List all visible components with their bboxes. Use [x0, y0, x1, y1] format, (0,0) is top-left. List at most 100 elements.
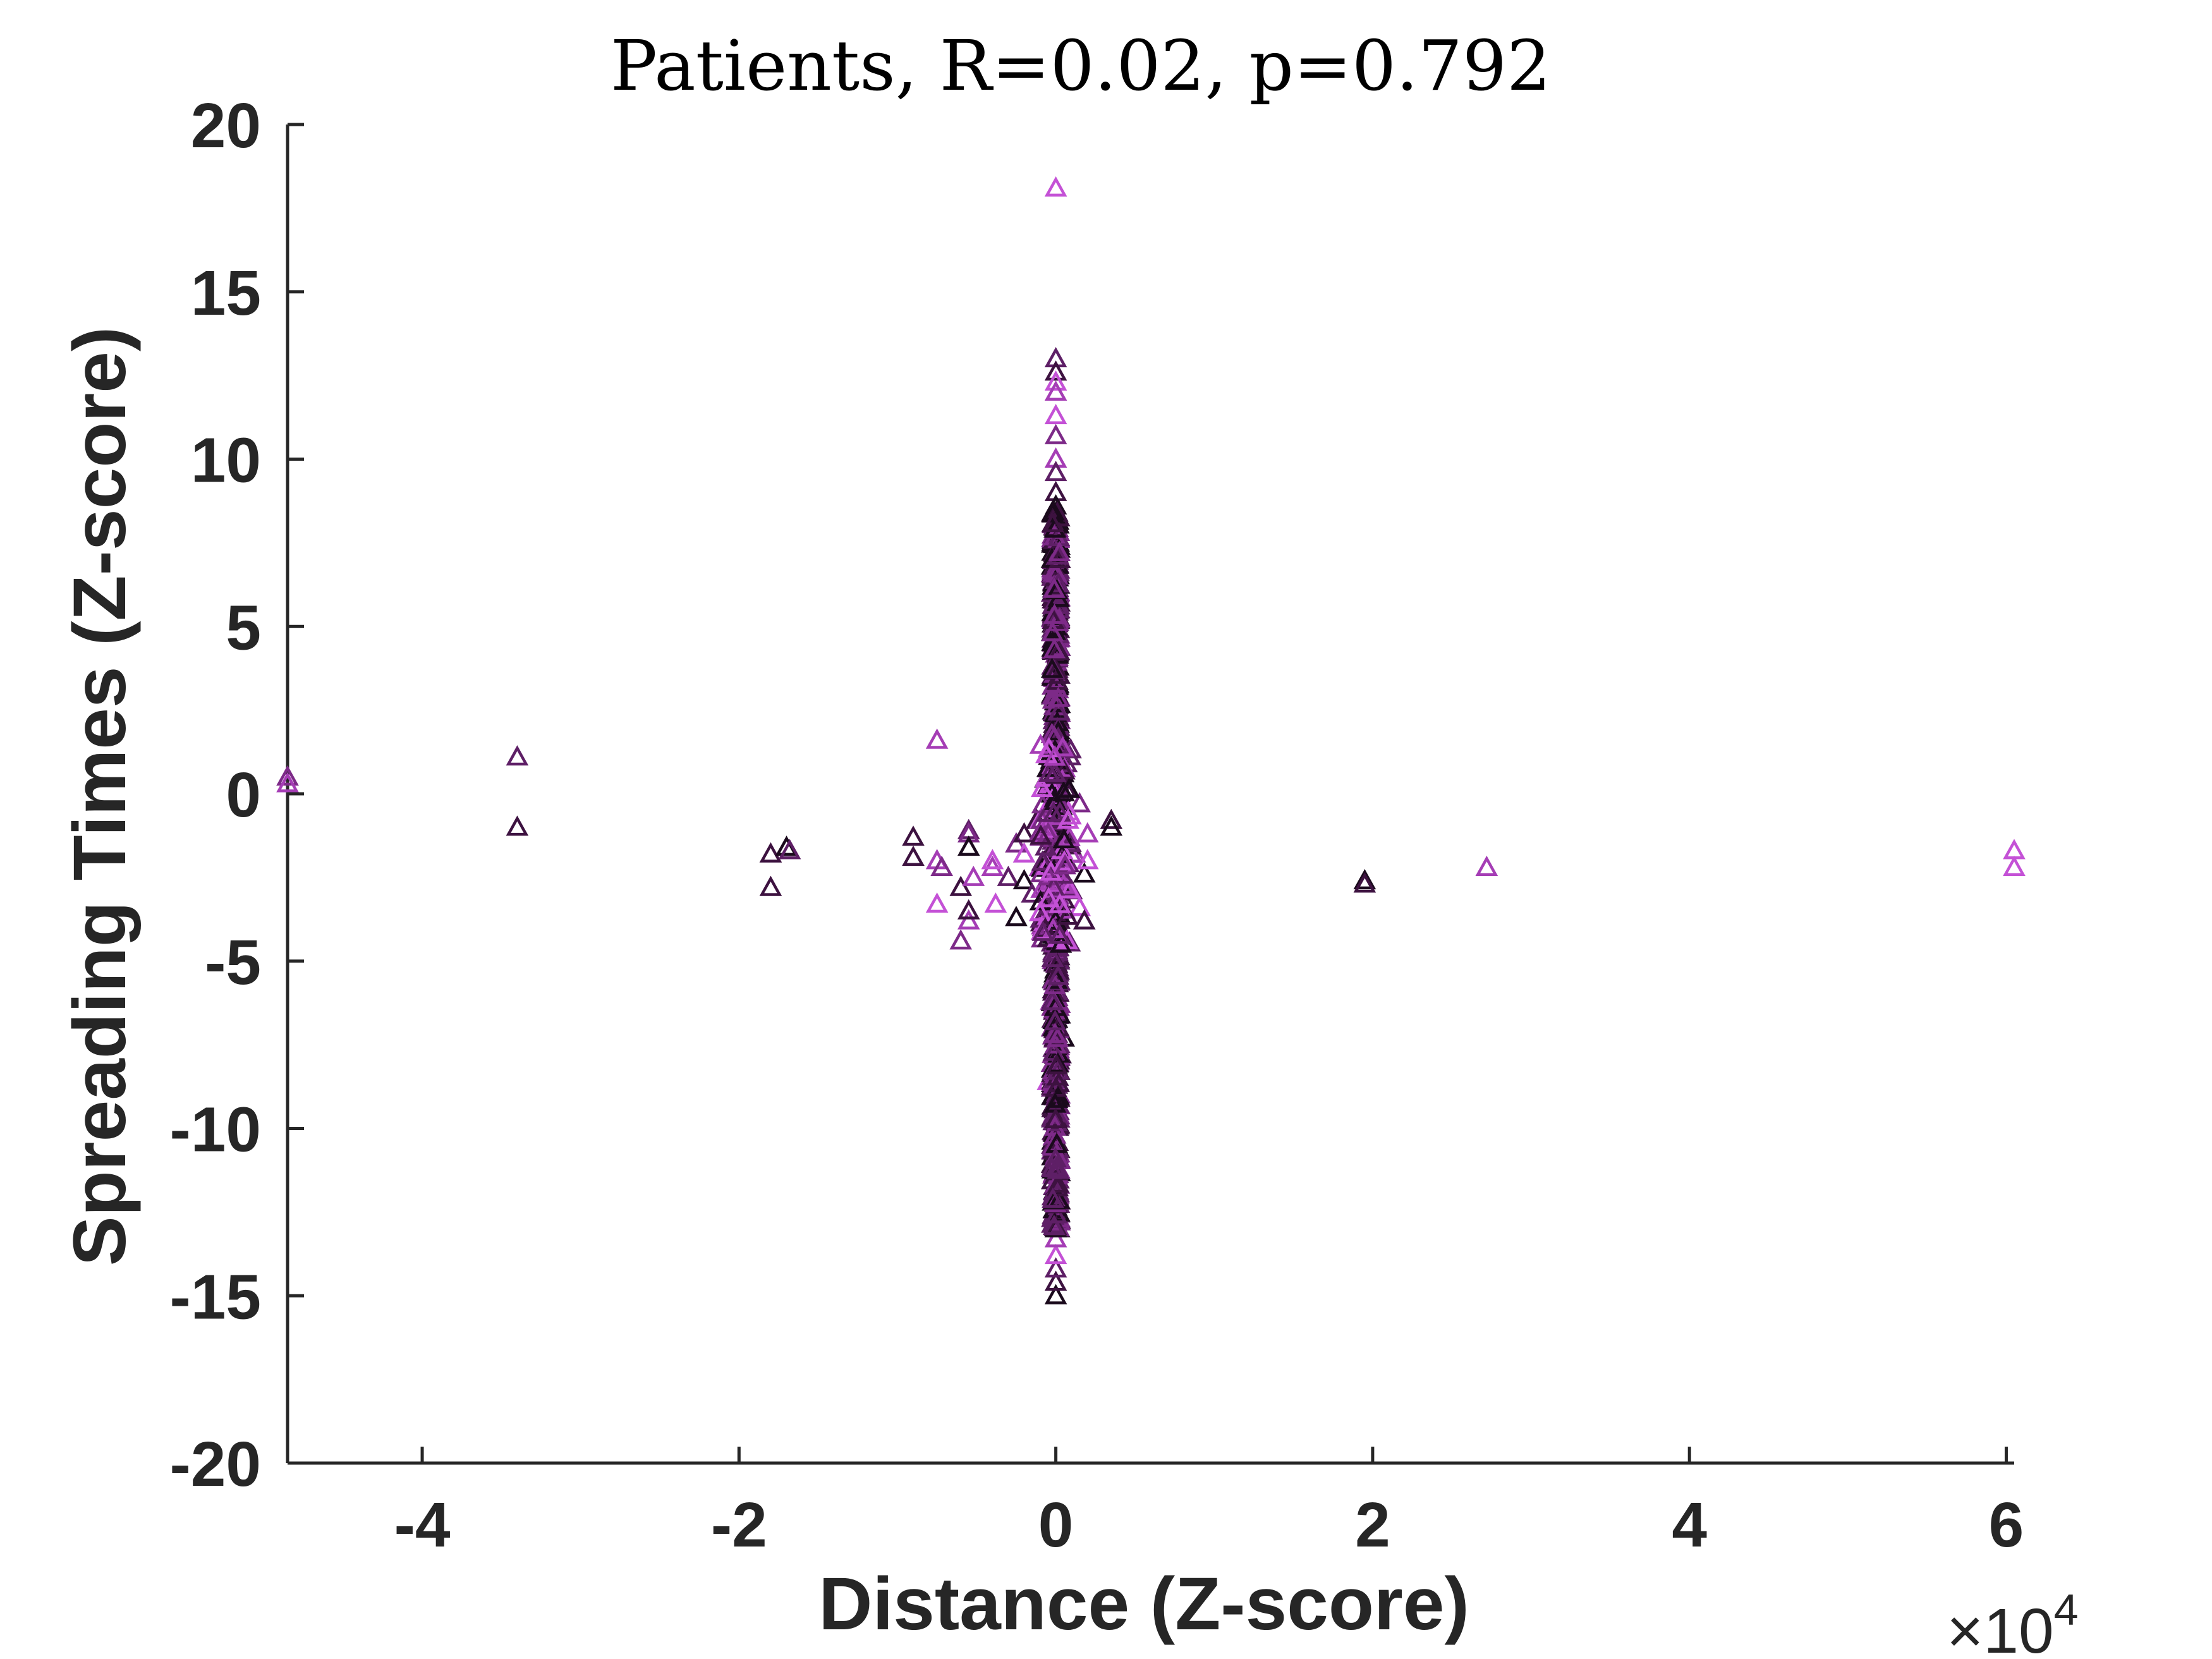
data-point	[1043, 745, 1066, 766]
data-point	[1052, 781, 1075, 801]
data-point	[1044, 1227, 1067, 1248]
data-point	[925, 892, 949, 913]
data-point	[949, 929, 973, 950]
data-point	[1031, 920, 1055, 941]
data-point	[1047, 700, 1070, 721]
data-point	[1059, 831, 1082, 852]
data-point	[1047, 964, 1070, 985]
data-point	[1044, 176, 1067, 197]
data-point	[1037, 887, 1060, 908]
data-point	[925, 728, 949, 749]
x-multiplier: ×104	[1947, 1585, 2079, 1659]
data-point	[1012, 822, 1036, 842]
data-point	[506, 745, 529, 766]
data-point	[759, 842, 782, 863]
data-point	[962, 865, 985, 886]
x-tick-label: 0	[1038, 1490, 1074, 1560]
data-point	[1041, 621, 1064, 641]
data-point	[1044, 1270, 1067, 1291]
y-tick-label: 20	[191, 90, 261, 161]
data-point	[1043, 638, 1066, 659]
data-point	[997, 865, 1020, 886]
data-point	[1041, 946, 1064, 967]
data-point	[930, 855, 953, 876]
data-point	[1100, 808, 1123, 829]
data-point	[1059, 738, 1082, 758]
data-point	[1044, 1107, 1067, 1129]
data-point	[1073, 862, 1096, 883]
data-point	[1041, 502, 1064, 523]
data-point	[1073, 909, 1096, 930]
x-tick-label: 4	[1672, 1490, 1707, 1560]
data-point	[1012, 869, 1036, 890]
data-point	[981, 849, 1004, 870]
y-tick-label: 5	[226, 592, 261, 663]
x-axis-label: Distance (Z-score)	[818, 1562, 1469, 1646]
data-point	[1043, 577, 1066, 598]
data-point	[1052, 828, 1076, 849]
y-tick-label: 15	[191, 258, 261, 329]
data-point	[1042, 1188, 1064, 1208]
data-point	[1043, 1009, 1067, 1031]
y-tick-label: -20	[169, 1429, 261, 1500]
data-point	[1044, 380, 1067, 401]
data-point	[1044, 1257, 1067, 1278]
axes	[286, 125, 2014, 1465]
data-point	[1044, 360, 1067, 381]
data-point	[1076, 849, 1099, 870]
data-point	[1045, 579, 1069, 600]
x-multiplier-exponent: 4	[2054, 1585, 2079, 1634]
data-point	[759, 875, 782, 896]
data-point	[1045, 1203, 1068, 1224]
x-tick-label: 2	[1355, 1490, 1390, 1560]
data-point	[1353, 869, 1376, 890]
data-point	[1044, 370, 1067, 391]
data-point	[1043, 604, 1066, 624]
data-point	[1028, 901, 1052, 921]
data-point	[276, 765, 299, 786]
data-point	[1068, 896, 1091, 916]
x-multiplier-base: ×10	[1947, 1596, 2054, 1659]
data-point	[276, 772, 299, 793]
data-point	[1040, 1157, 1064, 1177]
data-point	[1040, 657, 1064, 678]
data-point	[1353, 872, 1376, 893]
x-tick-label: 6	[1989, 1490, 2024, 1560]
data-point	[1044, 1244, 1067, 1265]
data-point	[1035, 835, 1057, 856]
data-point	[2003, 855, 2026, 876]
data-point	[949, 875, 973, 896]
data-point	[984, 892, 1007, 913]
data-point	[1030, 777, 1054, 798]
data-point	[1047, 686, 1070, 707]
data-point	[1047, 1172, 1070, 1193]
y-tick-label: -15	[169, 1261, 261, 1332]
data-point	[1048, 892, 1071, 913]
data-point	[1012, 842, 1036, 863]
data-point	[1056, 904, 1079, 925]
data-point	[1038, 761, 1061, 782]
y-tick-label: -10	[169, 1095, 261, 1165]
data-point	[1042, 1040, 1066, 1061]
data-point	[1044, 423, 1067, 444]
data-point	[1041, 990, 1064, 1011]
data-point	[1035, 815, 1058, 836]
data-point	[902, 845, 925, 866]
data-point	[1039, 860, 1062, 881]
data-point	[1059, 878, 1081, 899]
data-point	[957, 899, 980, 920]
data-point	[1043, 1023, 1067, 1043]
y-tick-label: 0	[226, 760, 261, 830]
data-point	[1041, 511, 1064, 533]
x-tick-label: -4	[394, 1490, 451, 1560]
data-point	[1048, 693, 1071, 714]
data-point	[1076, 822, 1099, 842]
data-point	[1100, 815, 1123, 836]
data-point	[2003, 839, 2026, 860]
data-point	[1044, 461, 1067, 482]
y-tick-label: -5	[205, 927, 261, 998]
data-point	[1005, 832, 1028, 853]
data-point	[1047, 1158, 1069, 1179]
